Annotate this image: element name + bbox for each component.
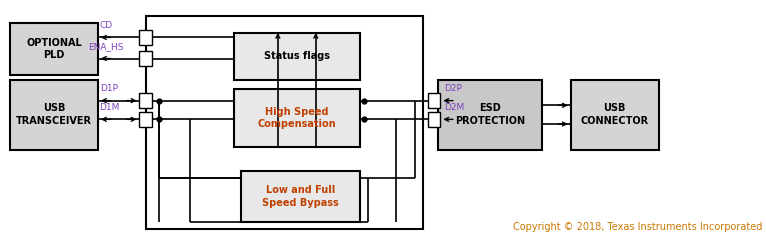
Bar bbox=[571, 80, 659, 150]
Text: ENA_HS: ENA_HS bbox=[88, 42, 123, 51]
Bar bbox=[438, 80, 542, 150]
Text: High Speed
Compensation: High Speed Compensation bbox=[257, 107, 336, 129]
Text: USB
TRANSCEIVER: USB TRANSCEIVER bbox=[16, 103, 92, 126]
Bar bbox=[234, 89, 360, 147]
Text: OPTIONAL
PLD: OPTIONAL PLD bbox=[26, 38, 82, 60]
Bar bbox=[139, 112, 152, 127]
Text: D2P: D2P bbox=[444, 84, 462, 93]
Bar bbox=[428, 112, 440, 127]
Text: CD: CD bbox=[99, 21, 113, 30]
Bar bbox=[10, 80, 98, 150]
Bar bbox=[139, 30, 152, 45]
Text: Low and Full
Speed Bypass: Low and Full Speed Bypass bbox=[262, 185, 339, 208]
Text: Copyright © 2018, Texas Instruments Incorporated: Copyright © 2018, Texas Instruments Inco… bbox=[512, 222, 762, 232]
Text: D2M: D2M bbox=[444, 103, 464, 112]
Bar bbox=[428, 93, 440, 108]
Text: D1M: D1M bbox=[100, 103, 119, 112]
Bar bbox=[10, 23, 98, 75]
Text: ESD
PROTECTION: ESD PROTECTION bbox=[455, 103, 525, 126]
Text: Status flags: Status flags bbox=[264, 51, 330, 61]
Text: D1P: D1P bbox=[100, 84, 119, 93]
Bar bbox=[139, 93, 152, 108]
Text: USB
CONNECTOR: USB CONNECTOR bbox=[581, 103, 649, 126]
Bar bbox=[139, 51, 152, 66]
Bar bbox=[241, 171, 360, 222]
Bar bbox=[146, 16, 423, 229]
Bar bbox=[234, 33, 360, 80]
